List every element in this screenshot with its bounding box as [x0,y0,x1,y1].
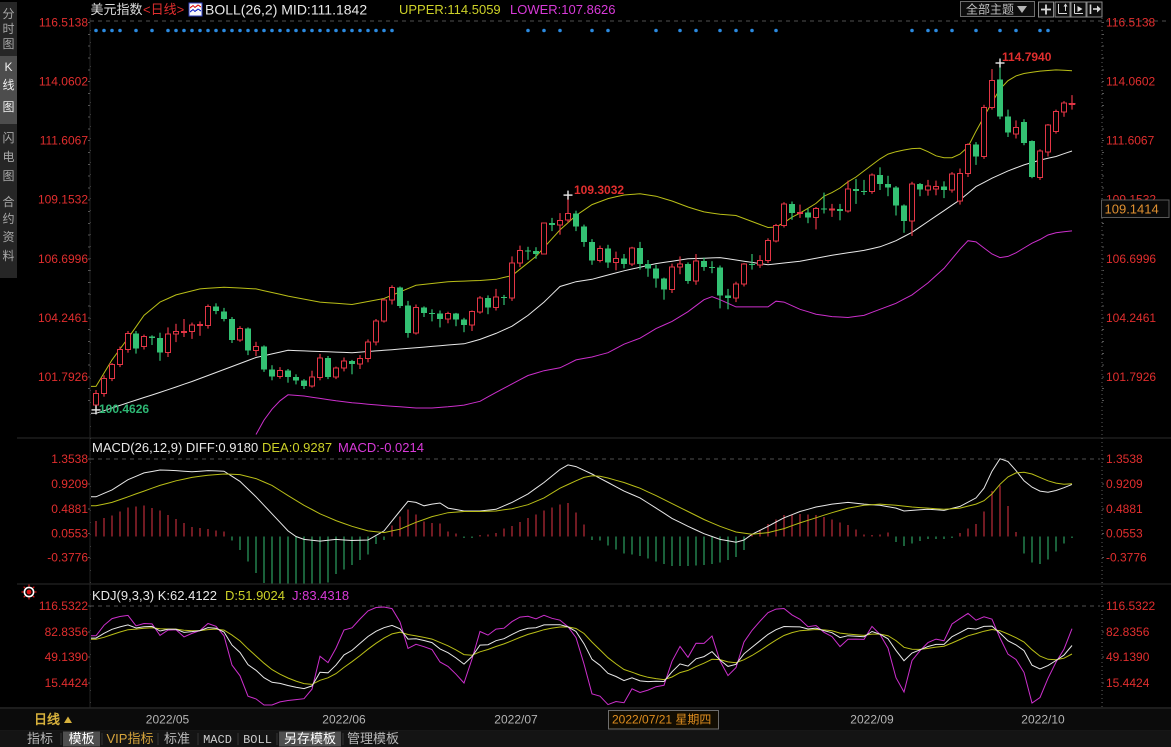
svg-text:101.7926: 101.7926 [38,370,88,384]
svg-text:线: 线 [2,78,14,92]
svg-text:另存模板: 另存模板 [284,731,336,746]
svg-text:111.6067: 111.6067 [1106,134,1155,148]
svg-text:15.4424: 15.4424 [1106,676,1150,690]
svg-text:2022/07: 2022/07 [494,713,538,727]
svg-text:日线: 日线 [34,712,60,727]
svg-text:LOWER:107.8626: LOWER:107.8626 [510,2,616,17]
svg-text:-0.3776: -0.3776 [1106,551,1147,565]
svg-text:82.8356: 82.8356 [45,625,89,639]
svg-text:111.6067: 111.6067 [40,134,89,148]
svg-text:管理模板: 管理模板 [347,731,399,746]
svg-text:MACD(26,12,9) DIFF:0.9180: MACD(26,12,9) DIFF:0.9180 [92,440,258,455]
svg-text:2022/07/21 星期四: 2022/07/21 星期四 [612,713,711,727]
svg-text:<日线>: <日线> [143,2,184,17]
svg-text:D:51.9024: D:51.9024 [225,588,285,603]
svg-text:0.0553: 0.0553 [1106,526,1143,540]
svg-text:104.2461: 104.2461 [1106,311,1156,325]
svg-text:BOLL(26,2) MID:111.1842: BOLL(26,2) MID:111.1842 [205,2,367,18]
svg-text:标准: 标准 [164,731,190,746]
svg-text:图: 图 [2,169,14,183]
svg-text:114.0602: 114.0602 [1106,75,1155,89]
svg-text:104.2461: 104.2461 [38,311,88,325]
svg-text:0.0553: 0.0553 [51,526,88,540]
svg-text:82.8356: 82.8356 [1106,625,1150,639]
svg-text:49.1390: 49.1390 [45,650,89,664]
svg-text:1.3538: 1.3538 [51,452,88,466]
svg-text:116.5322: 116.5322 [39,599,88,613]
svg-text:0.9209: 0.9209 [1106,477,1143,491]
svg-text:109.1414: 109.1414 [1105,202,1159,217]
svg-text:100.4626: 100.4626 [99,402,149,416]
svg-text:2022/10: 2022/10 [1021,713,1065,727]
svg-text:美元指数: 美元指数 [91,2,143,17]
svg-text:合: 合 [2,194,14,209]
svg-text:图: 图 [2,37,14,51]
svg-text:2022/06: 2022/06 [322,713,366,727]
svg-text:DEA:0.9287: DEA:0.9287 [262,440,332,455]
svg-text:2022/05: 2022/05 [146,713,190,727]
svg-text:116.5322: 116.5322 [1106,599,1155,613]
svg-text:约: 约 [2,211,14,226]
svg-text:109.1532: 109.1532 [38,193,88,207]
svg-text:图: 图 [2,100,14,114]
svg-text:109.3032: 109.3032 [574,183,624,197]
svg-text:106.6996: 106.6996 [38,252,88,266]
svg-text:闪: 闪 [2,131,14,145]
svg-text:UPPER:114.5059: UPPER:114.5059 [399,2,501,17]
svg-text:114.7940: 114.7940 [1002,50,1052,64]
svg-text:2022/09: 2022/09 [850,713,894,727]
svg-text:MACD:-0.0214: MACD:-0.0214 [338,440,424,455]
svg-text:全部主题: 全部主题 [966,2,1014,17]
svg-text:0.9209: 0.9209 [51,477,88,491]
svg-text:-0.3776: -0.3776 [47,551,88,565]
svg-text:时: 时 [2,22,14,36]
svg-text:MACD: MACD [203,733,232,747]
svg-text:料: 料 [2,249,14,263]
svg-text:K: K [4,60,12,74]
svg-text:J:83.4318: J:83.4318 [292,588,349,603]
svg-text:模板: 模板 [68,731,94,746]
svg-text:116.5138: 116.5138 [39,16,88,30]
svg-text:1.3538: 1.3538 [1106,452,1143,466]
svg-text:49.1390: 49.1390 [1106,650,1150,664]
svg-text:0.4881: 0.4881 [51,502,88,516]
svg-text:BOLL: BOLL [243,733,272,747]
svg-text:114.0602: 114.0602 [39,75,88,89]
svg-text:116.5138: 116.5138 [1106,16,1155,30]
svg-text:指标: 指标 [27,731,53,746]
svg-text:分: 分 [2,7,14,21]
svg-text:101.7926: 101.7926 [1106,370,1156,384]
svg-text:15.4424: 15.4424 [45,676,89,690]
svg-text:106.6996: 106.6996 [1106,252,1156,266]
svg-text:电: 电 [2,150,14,164]
svg-text:资: 资 [2,230,14,244]
svg-text:KDJ(9,3,3) K:62.4122: KDJ(9,3,3) K:62.4122 [92,588,217,603]
svg-text:0.4881: 0.4881 [1106,502,1143,516]
svg-text:VIP指标: VIP指标 [107,731,154,746]
